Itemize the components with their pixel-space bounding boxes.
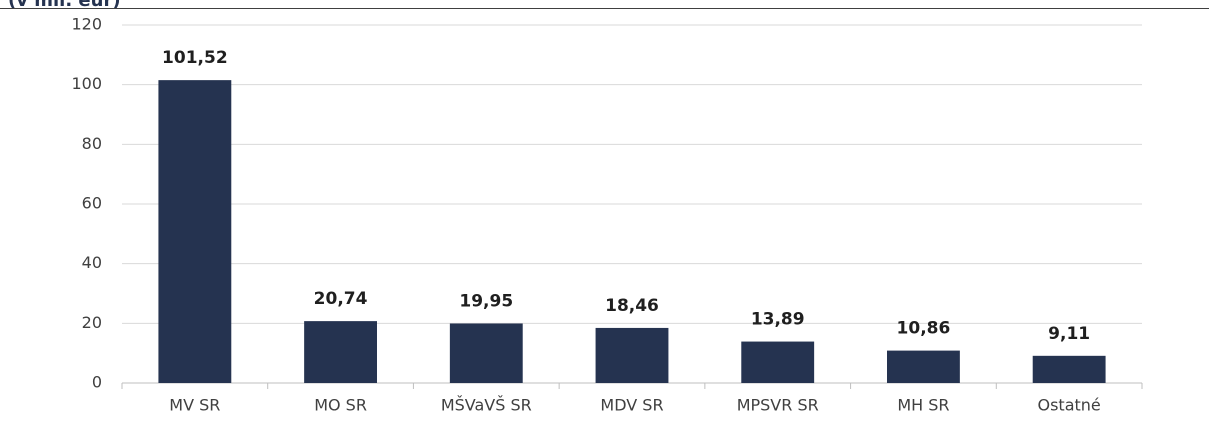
x-tick-label: MV SR	[169, 396, 220, 415]
x-tick-label: MŠVaVŠ SR	[441, 396, 532, 415]
y-tick-label: 120	[71, 15, 102, 34]
x-tick-label: MDV SR	[600, 396, 663, 415]
bar	[887, 350, 960, 383]
bar	[741, 341, 815, 383]
y-tick-label: 40	[82, 253, 102, 272]
data-label: 18,46	[605, 296, 659, 316]
bar	[304, 321, 377, 383]
y-tick-label: 80	[82, 134, 102, 153]
x-tick-label: Ostatné	[1038, 396, 1101, 415]
y-tick-label: 100	[71, 74, 102, 93]
bar	[595, 327, 669, 383]
bar	[158, 80, 232, 383]
data-label: 19,95	[459, 291, 513, 311]
data-label: 9,11	[1048, 324, 1090, 344]
y-tick-label: 60	[82, 194, 102, 213]
x-tick-label: MO SR	[314, 396, 367, 415]
data-label: 10,86	[897, 319, 951, 339]
bar	[449, 323, 523, 383]
y-tick-label: 20	[82, 313, 102, 332]
data-label: 20,74	[314, 289, 368, 309]
y-tick-label: 0	[92, 373, 102, 392]
x-tick-label: MPSVR SR	[737, 396, 819, 415]
bar	[1032, 355, 1106, 383]
data-label: 101,52	[162, 48, 228, 68]
chart-title: (v mil. eur)	[8, 0, 121, 11]
x-tick-label: MH SR	[897, 396, 949, 415]
data-label: 13,89	[751, 310, 805, 330]
